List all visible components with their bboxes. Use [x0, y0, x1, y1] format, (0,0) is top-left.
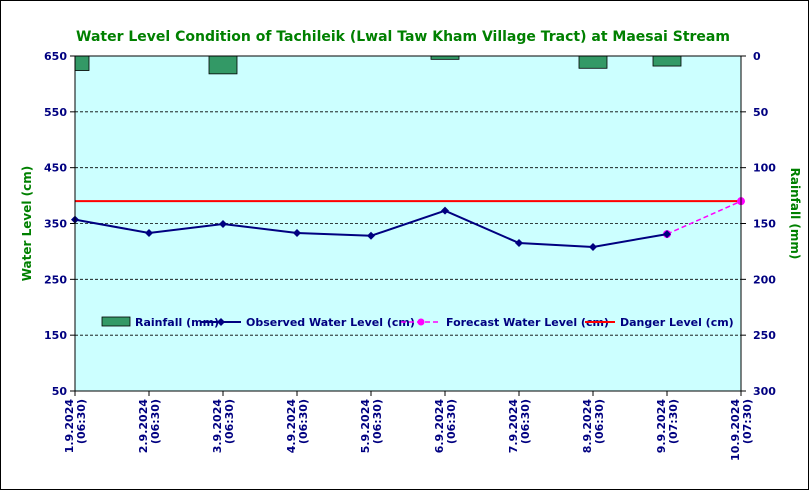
observed-point [663, 230, 671, 239]
legend-swatch-rainfall [101, 316, 131, 327]
series-lines [71, 197, 745, 251]
y2-axis-label: Rainfall (mm) [788, 168, 802, 260]
observed-point [441, 206, 449, 215]
x-tick-label: 1.9.2024(06:30) [63, 399, 88, 454]
y-tick-label: 550 [44, 106, 67, 119]
observed-point [367, 231, 375, 240]
observed-point [293, 228, 301, 237]
observed-point [219, 220, 227, 229]
rainfall-bars [74, 55, 682, 75]
x-tick-label: 7.9.2024(06:30) [507, 399, 532, 454]
y2-tick-label: 200 [753, 273, 776, 286]
rainfall-bar [578, 55, 608, 69]
forecast-line [666, 200, 742, 235]
y2-tick-label: 300 [753, 385, 776, 398]
legend-label: Danger Level (cm) [620, 316, 734, 329]
observed-point [145, 228, 153, 237]
axes [70, 55, 746, 396]
y-tick-label: 650 [44, 50, 67, 63]
y-tick-label: 350 [44, 218, 67, 231]
legend-marker-observed [217, 318, 225, 326]
y-tick-label: 50 [52, 385, 68, 398]
y2-tick-label: 250 [753, 329, 776, 342]
y2-tick-label: 50 [753, 106, 769, 119]
x-tick-label: 8.9.2024(06:30) [581, 399, 606, 454]
legend-label: Observed Water Level (cm) [246, 316, 415, 329]
x-tick-label: 5.9.2024(06:30) [359, 399, 384, 454]
rainfall-bar [652, 55, 682, 67]
legend-label: Rainfall (mm) [135, 316, 219, 329]
y2-tick-label: 0 [753, 50, 761, 63]
observed-point [589, 242, 597, 251]
x-tick-label: 3.9.2024(06:30) [211, 399, 236, 454]
rainfall-bar [430, 55, 460, 60]
x-tick-label: 4.9.2024(06:30) [285, 399, 310, 454]
y-tick-label: 150 [44, 329, 67, 342]
x-tick-label: 2.9.2024(06:30) [137, 399, 162, 454]
x-tick-label: 6.9.2024(06:30) [433, 399, 458, 454]
tick-labels: 50 150 250 350 450 550 650 0 50 100 150 200 250 300 1.… [44, 50, 776, 461]
rainfall-bar [208, 55, 238, 75]
y-tick-label: 450 [44, 162, 67, 175]
y-tick-label: 250 [44, 273, 67, 286]
y-axis-label: Water Level (cm) [20, 166, 34, 282]
legend-label: Forecast Water Level (cm) [446, 316, 609, 329]
observed-point [515, 239, 523, 248]
y2-tick-label: 100 [753, 162, 776, 175]
y2-tick-label: 150 [753, 218, 776, 231]
chart-title: Water Level Condition of Tachileik (Lwal… [76, 29, 730, 45]
x-tick-label: 10.9.2024(07:30) [729, 399, 754, 461]
x-tick-label: 9.9.2024(07:30) [655, 399, 680, 454]
rainfall-bar [74, 55, 90, 71]
legend-marker-forecast [417, 318, 425, 326]
legend: Rainfall (mm) Observed Water Level (cm) Fo… [101, 316, 734, 329]
